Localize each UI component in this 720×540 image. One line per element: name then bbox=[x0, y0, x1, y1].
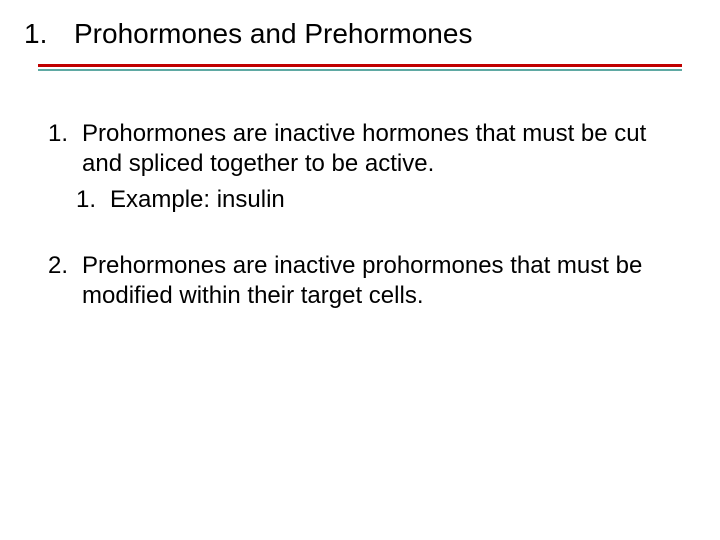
list-item-number: 2. bbox=[48, 251, 82, 311]
slide-title-text: Prohormones and Prehormones bbox=[74, 18, 472, 50]
spacer bbox=[48, 221, 660, 251]
list-item-text: Prohormones are inactive hormones that m… bbox=[82, 119, 660, 179]
slide: 1. Prohormones and Prehormones 1. Prohor… bbox=[0, 0, 720, 540]
rule-red bbox=[38, 64, 682, 67]
list-item-text: Prehormones are inactive prohormones tha… bbox=[82, 251, 660, 311]
slide-title-row: 1. Prohormones and Prehormones bbox=[0, 0, 720, 50]
list-item: 1. Example: insulin bbox=[76, 185, 660, 215]
list-item-number: 1. bbox=[48, 119, 82, 179]
list-item-number: 1. bbox=[76, 185, 110, 215]
list-item: 1. Prohormones are inactive hormones tha… bbox=[48, 119, 660, 179]
slide-title-number: 1. bbox=[24, 18, 74, 50]
list-item: 2. Prehormones are inactive prohormones … bbox=[48, 251, 660, 311]
title-rule bbox=[38, 64, 682, 71]
list-item-text: Example: insulin bbox=[110, 185, 660, 215]
slide-body: 1. Prohormones are inactive hormones tha… bbox=[0, 71, 720, 311]
